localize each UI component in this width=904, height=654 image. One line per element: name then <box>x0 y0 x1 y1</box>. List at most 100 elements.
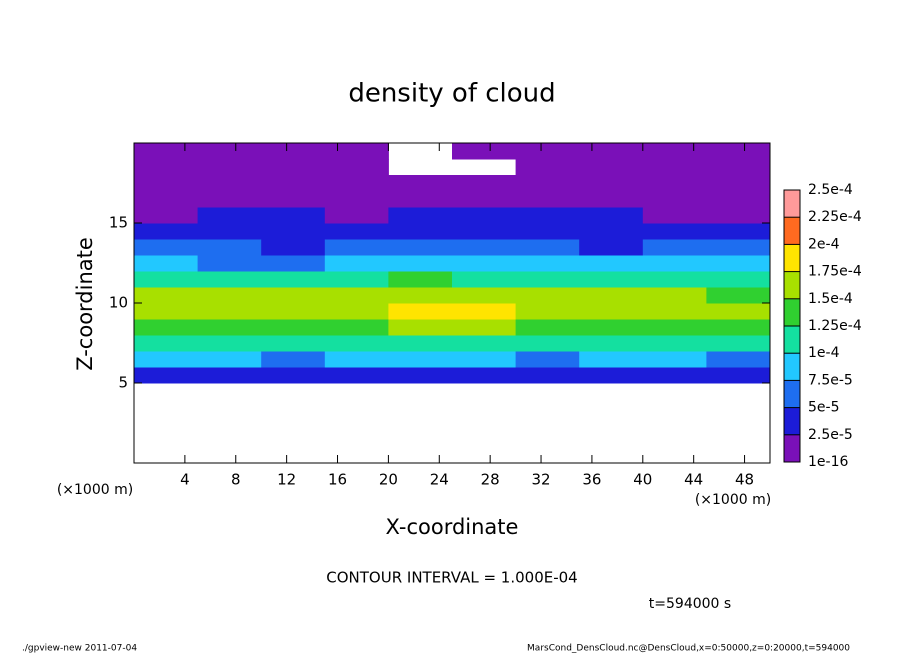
heat-cell <box>388 351 453 368</box>
heat-cell <box>452 287 517 304</box>
heat-cell <box>515 303 580 320</box>
heat-cell <box>324 319 389 336</box>
heat-cell <box>452 303 517 320</box>
heat-cell <box>324 287 389 304</box>
heat-cell <box>706 319 771 336</box>
colorbar-swatch <box>784 353 800 381</box>
heat-cell <box>388 303 453 320</box>
heat-cell <box>324 271 389 288</box>
heat-cell <box>324 351 389 368</box>
heat-cell <box>642 255 707 272</box>
heat-cell <box>515 239 580 256</box>
heat-cell <box>261 255 326 272</box>
heat-cell <box>642 143 707 160</box>
heat-cell <box>706 351 771 368</box>
heat-cell <box>642 351 707 368</box>
x-tick-label: 48 <box>735 471 754 489</box>
y-tick-label: 15 <box>109 214 128 232</box>
heat-cell <box>642 207 707 224</box>
heat-cell <box>706 287 771 304</box>
heat-cell <box>261 367 326 384</box>
heat-cell <box>197 223 262 240</box>
heat-cell <box>515 191 580 208</box>
heat-cell <box>197 335 262 352</box>
heat-cell <box>134 191 199 208</box>
heat-cell <box>642 191 707 208</box>
heat-cell <box>452 207 517 224</box>
x-tick-label: 36 <box>582 471 601 489</box>
heat-cell <box>134 303 199 320</box>
heat-cell <box>197 143 262 160</box>
heat-cell <box>642 175 707 192</box>
heat-cell <box>642 271 707 288</box>
heat-cell <box>197 207 262 224</box>
x-tick-label: 4 <box>180 471 190 489</box>
colorbar-label: 5e-5 <box>808 400 839 416</box>
heat-cell <box>388 335 453 352</box>
heat-cell <box>324 143 389 160</box>
x-tick-label: 24 <box>430 471 449 489</box>
heat-cell <box>515 319 580 336</box>
time-label: t=594000 s <box>649 596 731 612</box>
heat-cell <box>134 207 199 224</box>
heat-cell <box>642 239 707 256</box>
heat-cell <box>515 335 580 352</box>
heat-cell <box>579 239 644 256</box>
heat-cell <box>706 239 771 256</box>
y-tick-label: 10 <box>109 294 128 312</box>
heat-cell <box>197 351 262 368</box>
heat-cell <box>388 255 453 272</box>
heat-cell <box>515 159 580 176</box>
heat-cell <box>134 159 199 176</box>
heat-cell <box>197 239 262 256</box>
heat-cell <box>134 351 199 368</box>
heat-cell <box>515 287 580 304</box>
colorbar-swatch <box>784 271 800 300</box>
colorbar-label: 2e-4 <box>808 236 840 252</box>
heat-cell <box>134 143 199 160</box>
colorbar-label: 1.25e-4 <box>808 318 862 334</box>
heat-cell <box>197 191 262 208</box>
heat-cell <box>452 191 517 208</box>
colorbar-label: 1.75e-4 <box>808 264 862 280</box>
heat-cell <box>515 255 580 272</box>
heat-cell <box>706 223 771 240</box>
colorbar-label: 2.5e-4 <box>808 182 853 198</box>
heat-cell <box>515 207 580 224</box>
heat-cell <box>261 351 326 368</box>
heat-cell <box>452 351 517 368</box>
heat-cell <box>706 255 771 272</box>
x-tick-label: 40 <box>633 471 652 489</box>
heat-cell <box>642 223 707 240</box>
heat-cell <box>261 159 326 176</box>
colorbar-swatch <box>784 190 800 218</box>
colorbar-swatch <box>784 217 800 245</box>
y-axis-label: Z-coordinate <box>73 237 97 371</box>
heat-cell <box>515 271 580 288</box>
contour-note: CONTOUR INTERVAL = 1.000E-04 <box>326 569 577 587</box>
heat-cell <box>324 239 389 256</box>
heat-cell <box>642 367 707 384</box>
heat-cell <box>579 287 644 304</box>
heat-cell <box>134 367 199 384</box>
heat-cell <box>388 271 453 288</box>
colorbar-label: 7.5e-5 <box>808 372 853 388</box>
footer-right: MarsCond_DensCloud.nc@DensCloud,x=0:5000… <box>527 644 850 654</box>
heat-cell <box>515 143 580 160</box>
heat-cell <box>579 271 644 288</box>
heat-cell <box>388 367 453 384</box>
heat-cell <box>642 303 707 320</box>
heat-cell <box>261 271 326 288</box>
colorbar-label: 1e-16 <box>808 454 848 470</box>
heat-cell <box>515 223 580 240</box>
heat-cell <box>579 335 644 352</box>
heat-cell <box>515 175 580 192</box>
heat-cell <box>706 191 771 208</box>
heat-cell <box>706 143 771 160</box>
heat-cell <box>134 319 199 336</box>
heat-cell <box>579 255 644 272</box>
heat-cell <box>388 239 453 256</box>
chart-title: density of cloud <box>348 79 555 109</box>
heat-cell <box>261 287 326 304</box>
